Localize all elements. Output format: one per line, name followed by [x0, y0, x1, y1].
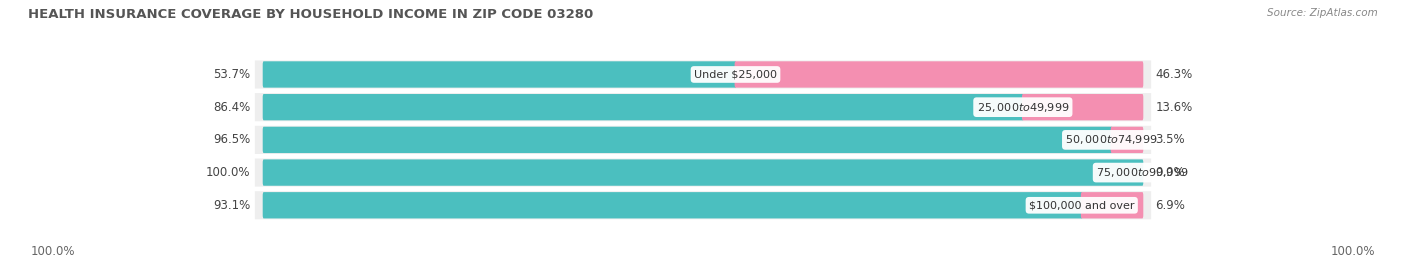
FancyBboxPatch shape — [254, 158, 1152, 187]
Text: 86.4%: 86.4% — [214, 101, 250, 114]
Text: 100.0%: 100.0% — [1330, 245, 1375, 258]
Text: $100,000 and over: $100,000 and over — [1029, 200, 1135, 210]
Text: Source: ZipAtlas.com: Source: ZipAtlas.com — [1267, 8, 1378, 18]
FancyBboxPatch shape — [1081, 192, 1143, 218]
Text: 93.1%: 93.1% — [214, 199, 250, 212]
Text: 13.6%: 13.6% — [1156, 101, 1192, 114]
Text: 3.5%: 3.5% — [1156, 133, 1185, 146]
FancyBboxPatch shape — [254, 93, 1152, 121]
FancyBboxPatch shape — [263, 61, 737, 88]
FancyBboxPatch shape — [1022, 94, 1143, 120]
FancyBboxPatch shape — [254, 61, 1152, 89]
Text: 100.0%: 100.0% — [31, 245, 76, 258]
Text: 96.5%: 96.5% — [214, 133, 250, 146]
FancyBboxPatch shape — [263, 160, 1143, 186]
FancyBboxPatch shape — [254, 126, 1152, 154]
Text: HEALTH INSURANCE COVERAGE BY HOUSEHOLD INCOME IN ZIP CODE 03280: HEALTH INSURANCE COVERAGE BY HOUSEHOLD I… — [28, 8, 593, 21]
FancyBboxPatch shape — [263, 94, 1024, 120]
Text: $50,000 to $74,999: $50,000 to $74,999 — [1066, 133, 1159, 146]
FancyBboxPatch shape — [263, 127, 1112, 153]
Text: 0.0%: 0.0% — [1156, 166, 1185, 179]
FancyBboxPatch shape — [1111, 127, 1143, 153]
FancyBboxPatch shape — [263, 192, 1083, 218]
Text: $75,000 to $99,999: $75,000 to $99,999 — [1097, 166, 1188, 179]
Text: 100.0%: 100.0% — [205, 166, 250, 179]
Text: 46.3%: 46.3% — [1156, 68, 1192, 81]
FancyBboxPatch shape — [254, 191, 1152, 219]
Text: $25,000 to $49,999: $25,000 to $49,999 — [977, 101, 1069, 114]
Text: 6.9%: 6.9% — [1156, 199, 1185, 212]
Text: Under $25,000: Under $25,000 — [695, 69, 778, 79]
Text: 53.7%: 53.7% — [214, 68, 250, 81]
FancyBboxPatch shape — [734, 61, 1143, 88]
